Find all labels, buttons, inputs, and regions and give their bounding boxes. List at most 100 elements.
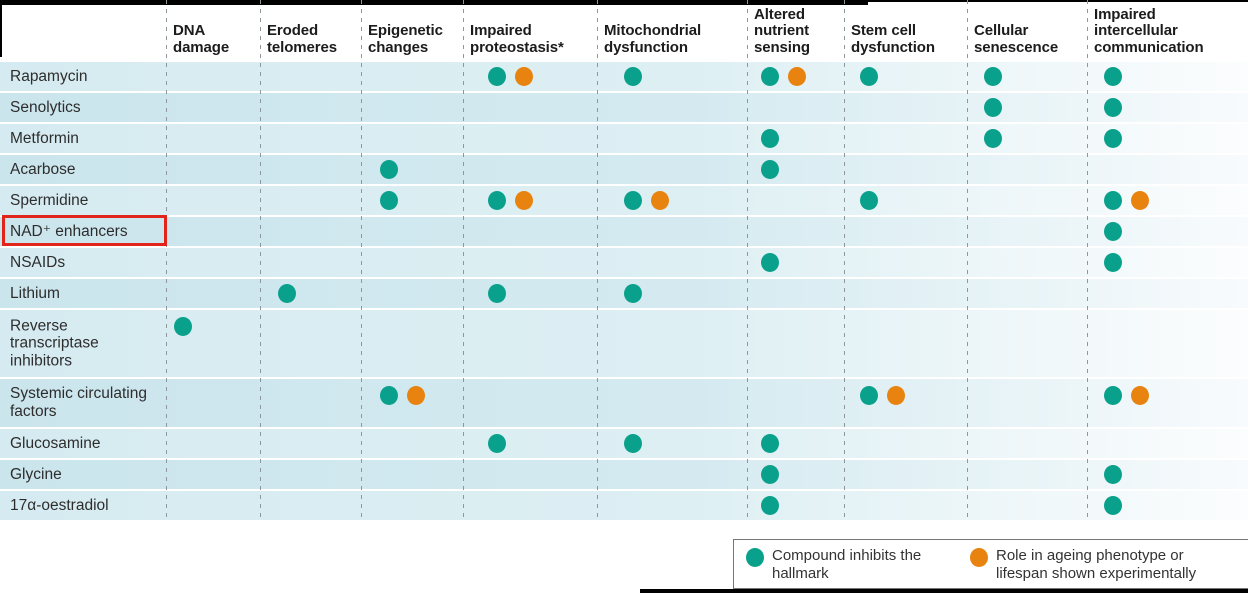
experimental-dot	[1131, 386, 1149, 405]
inhibits-dot	[761, 129, 779, 148]
inhibits-dot	[1104, 98, 1122, 117]
inhibits-dot	[380, 386, 398, 405]
inhibits-dot	[860, 386, 878, 405]
dashed-separator	[166, 0, 167, 522]
left-crop-bar	[0, 0, 2, 57]
dashed-separator	[597, 0, 598, 522]
teal-dot-icon	[746, 548, 764, 567]
dashed-separator	[844, 0, 845, 522]
row-label: Senolytics	[10, 98, 81, 116]
inhibits-dot	[860, 67, 878, 86]
inhibits-dot	[624, 284, 642, 303]
inhibits-dot	[278, 284, 296, 303]
dashed-separator	[747, 0, 748, 522]
dashed-separator	[361, 0, 362, 522]
inhibits-dot	[860, 191, 878, 210]
inhibits-dot	[761, 434, 779, 453]
table-row: 17α-oestradiol	[0, 491, 1248, 520]
inhibits-dot	[984, 98, 1002, 117]
table-row: Rapamycin	[0, 62, 1248, 91]
inhibits-dot	[1104, 67, 1122, 86]
column-headers: DNA damage Eroded telomeres Epigenetic cha…	[0, 0, 1248, 60]
inhibits-dot	[1104, 465, 1122, 484]
legend-item-inhibits: Compound inhibits the hallmark	[746, 547, 944, 582]
row-label: 17α-oestradiol	[10, 496, 109, 514]
column-header: Eroded telomeres	[267, 22, 337, 57]
inhibits-dot	[1104, 386, 1122, 405]
dashed-separator	[463, 0, 464, 522]
orange-dot-icon	[970, 548, 988, 567]
inhibits-dot	[1104, 253, 1122, 272]
row-label: Glucosamine	[10, 434, 101, 452]
table-row: NAD⁺ enhancers	[0, 217, 1248, 246]
experimental-dot	[515, 191, 533, 210]
inhibits-dot	[488, 434, 506, 453]
inhibits-dot	[380, 160, 398, 179]
legend-item-experimental: Role in ageing phenotype or lifespan sho…	[970, 547, 1238, 582]
row-label: Lithium	[10, 284, 60, 302]
inhibits-dot	[761, 160, 779, 179]
table-row: Reverse transcriptase inhibitors	[0, 310, 1248, 377]
inhibits-dot	[488, 67, 506, 86]
inhibits-dot	[761, 465, 779, 484]
row-label: Acarbose	[10, 160, 76, 178]
row-label: Glycine	[10, 465, 62, 483]
table-row: Lithium	[0, 279, 1248, 308]
column-header: DNA damage	[173, 22, 230, 57]
inhibits-dot	[761, 253, 779, 272]
experimental-dot	[407, 386, 425, 405]
bottom-crop-bar	[640, 589, 1248, 593]
inhibits-dot	[624, 67, 642, 86]
table-row: Senolytics	[0, 93, 1248, 122]
inhibits-dot	[984, 129, 1002, 148]
red-highlight-annotation-box	[2, 215, 167, 246]
row-label: Reverse transcriptase inhibitors	[10, 316, 99, 370]
row-label: NSAIDs	[10, 253, 66, 271]
experimental-dot	[1131, 191, 1149, 210]
table-row: Metformin	[0, 124, 1248, 153]
top-crop-line	[868, 0, 1248, 2]
row-label: Systemic circulating factors	[10, 385, 147, 420]
table-row: NSAIDs	[0, 248, 1248, 277]
column-header: Impaired proteostasis*	[470, 22, 564, 57]
inhibits-dot	[174, 317, 192, 336]
legend-label-inhibits: Compound inhibits the hallmark	[772, 547, 922, 582]
inhibits-dot	[1104, 496, 1122, 515]
inhibits-dot	[624, 434, 642, 453]
inhibits-dot	[1104, 222, 1122, 241]
inhibits-dot	[380, 191, 398, 210]
experimental-dot	[515, 67, 533, 86]
top-crop-bar	[0, 0, 868, 5]
inhibits-dot	[1104, 191, 1122, 210]
experimental-dot	[651, 191, 669, 210]
experimental-dot	[887, 386, 905, 405]
column-header: Mitochondrial dysfunction	[604, 22, 702, 57]
column-header: Stem cell dysfunction	[851, 22, 935, 57]
table-row: Systemic circulating factors	[0, 379, 1248, 427]
inhibits-dot	[488, 191, 506, 210]
column-header: Altered nutrient sensing	[754, 5, 810, 57]
table-row: Glycine	[0, 460, 1248, 489]
legend-label-experimental: Role in ageing phenotype or lifespan sho…	[996, 547, 1197, 582]
column-header: Cellular senescence	[974, 22, 1059, 57]
inhibits-dot	[1104, 129, 1122, 148]
row-label: Metformin	[10, 129, 79, 147]
column-header: Impaired intercellular communication	[1094, 5, 1204, 57]
inhibits-dot	[488, 284, 506, 303]
experimental-dot	[788, 67, 806, 86]
dashed-separator	[967, 0, 968, 522]
table-row: Acarbose	[0, 155, 1248, 184]
legend: Compound inhibits the hallmark Role in a…	[733, 539, 1248, 589]
dashed-separator	[260, 0, 261, 522]
inhibits-dot	[761, 496, 779, 515]
row-label: Spermidine	[10, 191, 89, 209]
row-label: NAD⁺ enhancers	[10, 222, 128, 240]
inhibits-dot	[624, 191, 642, 210]
inhibits-dot	[984, 67, 1002, 86]
table-row: Spermidine	[0, 186, 1248, 215]
matrix-rows: Rapamycin Senolytics Metformin Acarbose Sper…	[0, 62, 1248, 522]
table-row: Glucosamine	[0, 429, 1248, 458]
column-header: Epigenetic changes	[368, 22, 443, 57]
inhibits-dot	[761, 67, 779, 86]
